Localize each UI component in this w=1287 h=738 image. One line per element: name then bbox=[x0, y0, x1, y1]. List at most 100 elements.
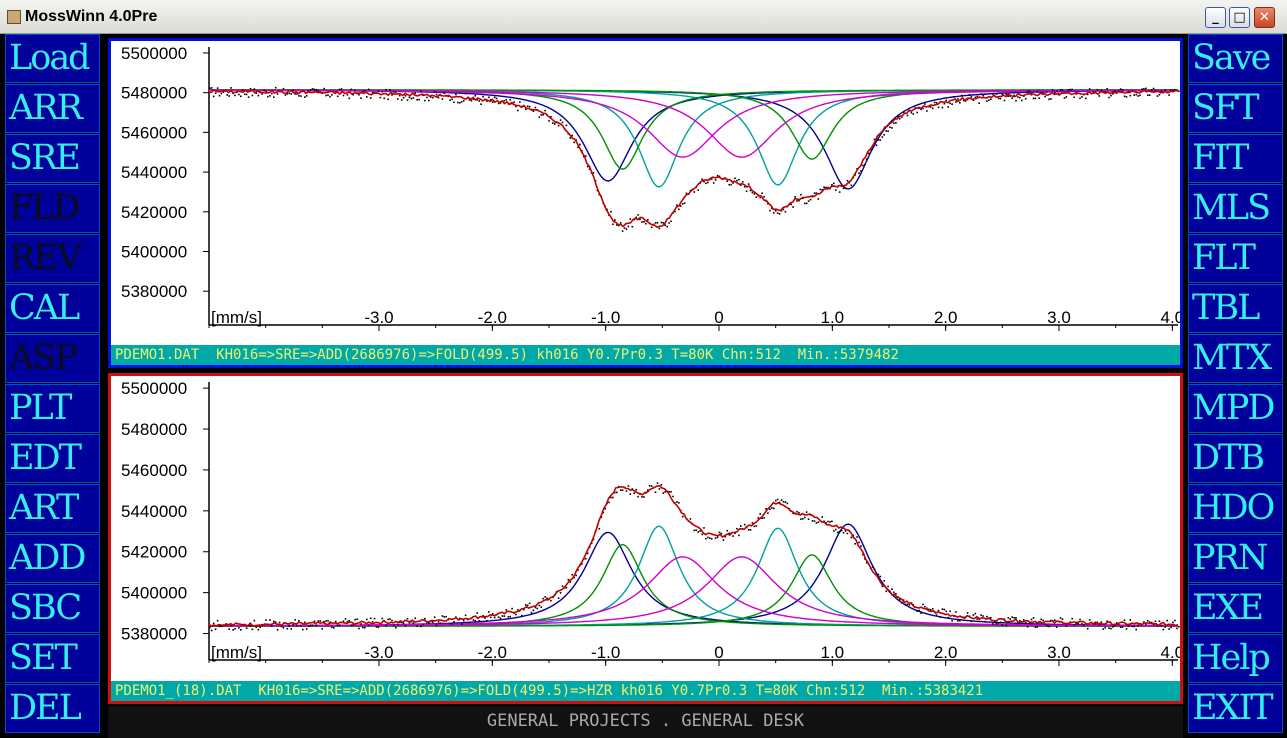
data-point bbox=[716, 174, 719, 177]
data-point bbox=[315, 624, 318, 627]
menu-arr-button[interactable]: ARR bbox=[5, 84, 100, 133]
menu-dtb-button[interactable]: DTB bbox=[1188, 434, 1283, 483]
data-point bbox=[798, 199, 800, 202]
menu-set-button[interactable]: SET bbox=[5, 634, 100, 683]
data-point bbox=[1098, 623, 1101, 626]
data-point bbox=[534, 606, 537, 609]
menu-art-button[interactable]: ART bbox=[5, 484, 100, 533]
data-point bbox=[364, 626, 366, 629]
data-point bbox=[255, 626, 258, 628]
menu-mtx-button[interactable]: MTX bbox=[1188, 334, 1283, 383]
menu-fld-button[interactable]: FLD bbox=[5, 184, 100, 233]
data-point bbox=[307, 625, 310, 627]
data-point bbox=[1104, 91, 1106, 93]
data-point bbox=[759, 513, 761, 515]
menu-del-button[interactable]: DEL bbox=[5, 684, 100, 733]
data-point bbox=[617, 485, 620, 488]
menu-edt-button[interactable]: EDT bbox=[5, 434, 100, 483]
app-icon[interactable] bbox=[7, 10, 21, 24]
data-point bbox=[214, 92, 217, 94]
menu-hdo-button[interactable]: HDO bbox=[1188, 484, 1283, 533]
data-point bbox=[827, 520, 829, 523]
data-point bbox=[1017, 96, 1019, 98]
data-point bbox=[331, 94, 333, 96]
data-point bbox=[408, 96, 411, 99]
data-point bbox=[637, 495, 639, 498]
data-point bbox=[523, 608, 525, 611]
data-point bbox=[740, 184, 742, 186]
spectrum-plot-top[interactable]: 5500000 5480000 5460000 5440000 5420000 54000… bbox=[111, 41, 1180, 345]
data-point bbox=[354, 618, 356, 621]
data-point bbox=[695, 529, 697, 531]
data-point bbox=[929, 106, 932, 108]
data-point bbox=[972, 99, 975, 101]
data-point bbox=[658, 227, 661, 230]
data-point bbox=[280, 625, 283, 628]
data-point bbox=[858, 172, 860, 174]
data-point bbox=[813, 192, 816, 194]
menu-exe-button[interactable]: EXE bbox=[1188, 584, 1283, 633]
data-point bbox=[499, 617, 502, 620]
data-point bbox=[900, 601, 903, 604]
menu-add-button[interactable]: ADD bbox=[5, 534, 100, 583]
menu-asp-button[interactable]: ASP bbox=[5, 334, 100, 383]
menu-cal-button[interactable]: CAL bbox=[5, 284, 100, 333]
data-point bbox=[856, 536, 858, 538]
menu-mpd-button[interactable]: MPD bbox=[1188, 384, 1283, 433]
data-point bbox=[282, 627, 285, 629]
data-point bbox=[1024, 98, 1027, 100]
menu-load-button[interactable]: Load bbox=[5, 34, 100, 83]
menu-save-button[interactable]: Save bbox=[1188, 34, 1283, 83]
data-point bbox=[1061, 89, 1064, 91]
data-point bbox=[389, 618, 391, 620]
data-point bbox=[992, 93, 994, 95]
data-point bbox=[354, 89, 356, 92]
menu-sre-button[interactable]: SRE bbox=[5, 134, 100, 183]
data-point bbox=[831, 183, 833, 186]
menu-mls-button[interactable]: MLS bbox=[1188, 184, 1283, 233]
menu-help-button[interactable]: Help bbox=[1188, 634, 1283, 683]
spectrum-plot-bottom[interactable]: 5500000 5480000 5460000 5440000 5420000 54000… bbox=[111, 376, 1180, 681]
menu-flt-button[interactable]: FLT bbox=[1188, 234, 1283, 283]
data-point bbox=[908, 604, 911, 606]
menu-sft-button[interactable]: SFT bbox=[1188, 84, 1283, 133]
data-point bbox=[943, 608, 946, 611]
menu-prn-button[interactable]: PRN bbox=[1188, 534, 1283, 583]
data-point bbox=[1079, 97, 1081, 100]
data-point bbox=[1028, 90, 1031, 93]
data-point bbox=[792, 206, 794, 208]
data-point bbox=[1123, 619, 1126, 621]
data-point bbox=[302, 628, 304, 631]
data-point bbox=[1125, 96, 1128, 98]
minimize-button[interactable]: _ bbox=[1205, 7, 1226, 28]
x-tick-label: 0 bbox=[714, 643, 723, 662]
data-point bbox=[216, 87, 219, 89]
menu-tbl-button[interactable]: TBL bbox=[1188, 284, 1283, 333]
menu-fit-button[interactable]: FIT bbox=[1188, 134, 1283, 183]
data-point bbox=[305, 628, 308, 630]
menu-plt-button[interactable]: PLT bbox=[5, 384, 100, 433]
menu-exit-button[interactable]: EXIT bbox=[1188, 684, 1283, 733]
menu-sbc-button[interactable]: SBC bbox=[5, 584, 100, 633]
spectrum-panel-bottom[interactable]: 5500000 5480000 5460000 5440000 5420000 54000… bbox=[108, 373, 1183, 704]
data-point bbox=[633, 492, 635, 494]
x-tick-label: 1.0 bbox=[821, 308, 845, 327]
data-point bbox=[1081, 623, 1083, 625]
data-point bbox=[897, 115, 899, 118]
data-point bbox=[546, 597, 548, 600]
data-point bbox=[674, 210, 676, 213]
data-point bbox=[625, 490, 628, 492]
data-point bbox=[1145, 87, 1147, 90]
data-point bbox=[1119, 626, 1122, 628]
spectrum-panel-top[interactable]: 5500000 5480000 5460000 5440000 5420000 54000… bbox=[108, 38, 1183, 368]
data-point bbox=[404, 95, 407, 97]
data-point bbox=[681, 515, 684, 518]
data-point bbox=[335, 620, 337, 623]
menu-rev-button[interactable]: REV bbox=[5, 234, 100, 283]
maximize-button[interactable]: □ bbox=[1229, 7, 1250, 28]
data-point bbox=[627, 225, 630, 228]
close-button[interactable]: ✕ bbox=[1254, 7, 1275, 28]
data-point bbox=[864, 163, 866, 166]
data-point bbox=[755, 525, 758, 527]
data-point bbox=[490, 616, 492, 619]
